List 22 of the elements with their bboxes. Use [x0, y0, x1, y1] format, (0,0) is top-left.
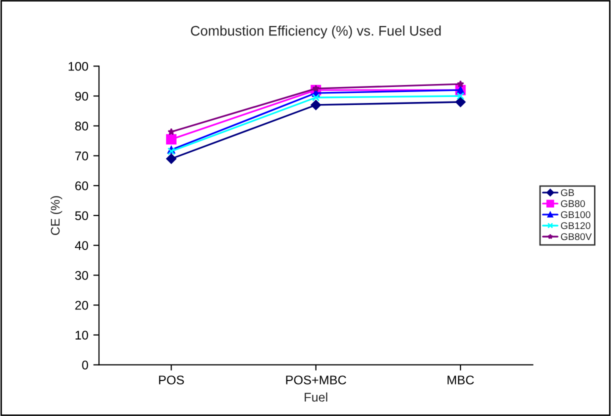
y-tick-label: 70 [75, 152, 88, 160]
legend-label: GB [560, 189, 574, 196]
y-axis-title: CE (%) [50, 196, 62, 235]
x-tick-label: MBC [448, 376, 474, 384]
x-tick-label: POS+MBC [286, 376, 346, 384]
legend-label: GB80V [560, 233, 592, 240]
y-tick-label: 10 [76, 330, 88, 340]
y-tick-label: 20 [75, 300, 88, 310]
legend-label: GB80 [560, 200, 585, 208]
y-tick-label: 60 [75, 181, 88, 190]
y-tick-label: 80 [75, 122, 88, 131]
y-tick-label: 0 [82, 360, 88, 370]
x-tick-label: POS [159, 376, 184, 384]
legend-label: GB120 [560, 222, 590, 230]
y-tick-label: 100 [68, 62, 88, 71]
x-axis-title: Fuel [304, 392, 328, 402]
y-tick-label: 90 [75, 92, 88, 101]
y-tick-label: 30 [75, 271, 88, 280]
y-tick-label: 50 [75, 211, 88, 220]
y-tick-label: 40 [74, 241, 88, 250]
chart-title: Combustion Efficiency (%) vs. Fuel Used [190, 26, 441, 38]
legend-label: GB100 [560, 211, 590, 218]
